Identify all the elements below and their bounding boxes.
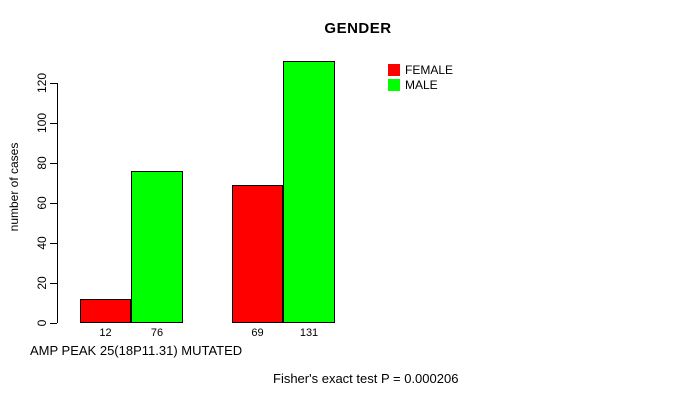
y-axis-tick-label: 60 [35,196,49,210]
bar-female-group1 [80,299,131,323]
bar-male-group2 [283,61,335,323]
y-axis-tick [50,123,57,124]
y-axis-tick-label: 80 [35,156,49,170]
y-axis-tick [50,203,57,204]
chart-title: GENDER [324,20,392,37]
legend-label-male: MALE [405,77,438,92]
bar-value-label: 69 [251,327,264,339]
female-color-swatch [388,63,400,76]
legend: FEMALE MALE [388,62,453,92]
y-axis-tick [50,323,57,324]
y-axis-tick [50,163,57,164]
y-axis-tick-label: 0 [35,319,49,327]
bar-value-label: 131 [299,327,319,339]
pvalue-note: Fisher's exact test P = 0.000206 [273,371,459,386]
y-axis-title: number of cases [7,142,21,232]
x-axis-caption: AMP PEAK 25(18P11.31) MUTATED [30,343,243,358]
y-axis-tick [50,83,57,84]
y-axis-tick [50,243,57,244]
legend-item-female: FEMALE [388,62,453,77]
bar-male-group1 [131,171,183,323]
y-axis-tick-label: 100 [35,112,49,134]
bar-female-group2 [232,185,283,323]
bar-value-label: 76 [150,327,164,339]
y-axis-tick [50,283,57,284]
y-axis-tick-label: 120 [35,72,49,94]
y-axis-tick-label: 40 [35,236,49,250]
male-color-swatch [388,78,400,91]
legend-label-female: FEMALE [405,62,454,77]
bar-value-label: 12 [99,327,112,339]
y-axis-tick-label: 20 [35,276,49,290]
y-axis-line [57,83,58,323]
legend-item-male: MALE [388,77,453,92]
